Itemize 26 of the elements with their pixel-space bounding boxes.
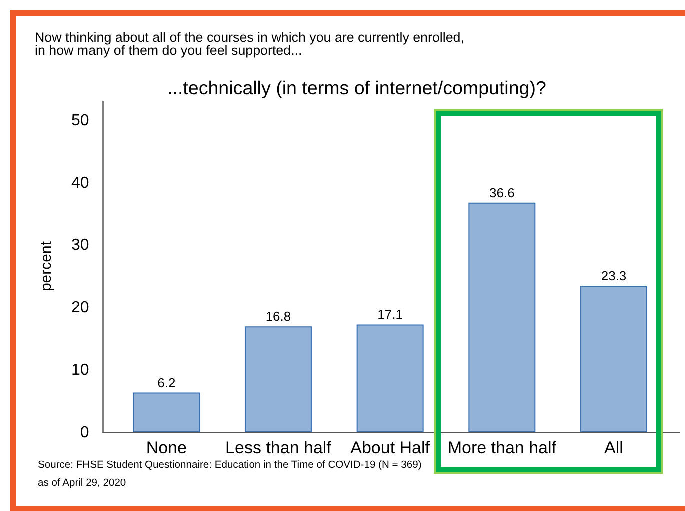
bar [244,326,312,432]
y-axis-title: percent [38,240,56,292]
y-tick-label: 40 [72,174,90,192]
bar [356,324,424,432]
data-label: 36.6 [490,185,515,200]
x-tick-label: About Half [350,438,430,458]
text: as of April 29, 2020 [38,478,126,489]
bar [133,392,200,432]
source-note: Source: FHSE Student Questionnaire: Education in the Time of COVID-19 (N = 369) [38,460,422,471]
data-label: 23.3 [601,268,627,284]
y-tick-label: 50 [72,112,90,130]
y-tick-label: 20 [72,300,90,317]
chart-title: ...technically (in terms of internet/computing)? [168,78,546,99]
x-tick-label: More than half [448,438,557,458]
data-label: 17.1 [378,307,403,322]
y-tick-label: 10 [72,362,90,380]
x-tick-label: Less than half [226,438,332,458]
bar [468,202,536,432]
y-tick-label: 0 [80,424,90,442]
y-tick-label: 30 [72,237,90,254]
x-tick-label: None [146,438,187,458]
bar [580,286,648,432]
chart-subtitle: Now thinking about all of the courses in which you are currently enrolled, in how many of them do you feel supported... [35,30,464,58]
data-label: 6.2 [158,375,176,390]
x-tick-label: All [604,438,624,458]
data-label: 16.8 [266,309,292,324]
